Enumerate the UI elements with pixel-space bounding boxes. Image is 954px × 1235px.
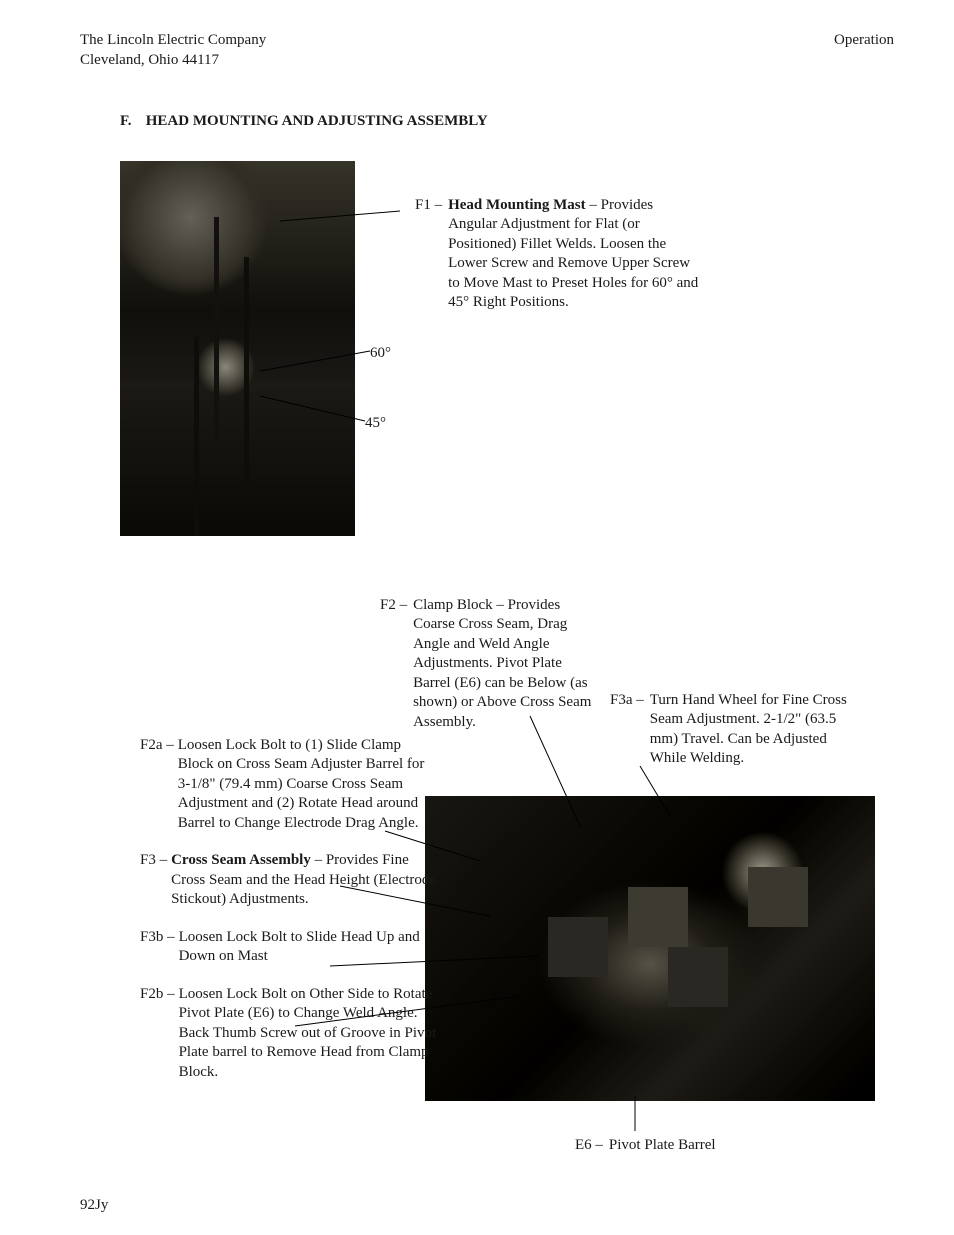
company-name: The Lincoln Electric Company bbox=[80, 30, 266, 50]
callout-f1: F1 – Head Mounting Mast – Provides Angul… bbox=[415, 196, 705, 313]
callout-f3b: F3b – Loosen Lock Bolt to Slide Head Up … bbox=[140, 928, 440, 967]
callout-f3a-tag: F3a – bbox=[610, 691, 650, 769]
callout-f2-tag: F2 – bbox=[380, 596, 413, 733]
callout-e6: E6 – Pivot Plate Barrel bbox=[575, 1136, 716, 1156]
callout-f1-rest: – Provides Angular Adjustment for Flat (… bbox=[448, 197, 698, 311]
callout-f3b-tag: F3b – bbox=[140, 928, 179, 967]
left-callouts: F2a – Loosen Lock Bolt to (1) Slide Clam… bbox=[140, 736, 440, 1101]
callout-e6-tag: E6 – bbox=[575, 1136, 609, 1156]
figure-2-photo bbox=[425, 796, 875, 1101]
company-address: Cleveland, Ohio 44117 bbox=[80, 50, 266, 70]
header-left: The Lincoln Electric Company Cleveland, … bbox=[80, 30, 266, 71]
callout-f3a-body: Turn Hand Wheel for Fine Cross Seam Adju… bbox=[650, 691, 860, 769]
callout-f1-body: Head Mounting Mast – Provides Angular Ad… bbox=[448, 196, 705, 313]
callout-f1-bold: Head Mounting Mast bbox=[448, 197, 586, 213]
section-prefix: F. bbox=[120, 111, 142, 131]
page-header: The Lincoln Electric Company Cleveland, … bbox=[80, 30, 894, 71]
callout-f2a-tag: F2a – bbox=[140, 736, 178, 834]
callout-f2a-body: Loosen Lock Bolt to (1) Slide Clamp Bloc… bbox=[178, 736, 440, 834]
callout-f3-body: Cross Seam Assembly – Provides Fine Cros… bbox=[171, 851, 440, 910]
callout-f2a: F2a – Loosen Lock Bolt to (1) Slide Clam… bbox=[140, 736, 440, 834]
section-title-text: HEAD MOUNTING AND ADJUSTING ASSEMBLY bbox=[146, 113, 488, 129]
callout-f3-tag: F3 – bbox=[140, 851, 171, 910]
angle-60-label: 60° bbox=[370, 343, 391, 363]
callout-f2-body: Clamp Block – Provides Coarse Cross Seam… bbox=[413, 596, 600, 733]
header-section: Operation bbox=[834, 30, 894, 71]
callout-f3a: F3a – Turn Hand Wheel for Fine Cross Sea… bbox=[610, 691, 860, 769]
callout-f1-tag: F1 – bbox=[415, 196, 448, 313]
figure-1-photo bbox=[120, 161, 355, 536]
page-footer-code: 92Jy bbox=[80, 1195, 108, 1215]
callout-f3-bold: Cross Seam Assembly bbox=[171, 852, 311, 868]
callout-f2b: F2b – Loosen Lock Bolt on Other Side to … bbox=[140, 985, 440, 1083]
figure-2-block: F2 – Clamp Block – Provides Coarse Cross… bbox=[80, 596, 894, 1176]
figure-1-block: 60° 45° F1 – Head Mounting Mast – Provid… bbox=[80, 161, 894, 556]
callout-f3: F3 – Cross Seam Assembly – Provides Fine… bbox=[140, 851, 440, 910]
callout-f2b-body: Loosen Lock Bolt on Other Side to Rotate… bbox=[179, 985, 440, 1083]
callout-e6-body: Pivot Plate Barrel bbox=[609, 1136, 716, 1156]
angle-45-label: 45° bbox=[365, 413, 386, 433]
callout-f2: F2 – Clamp Block – Provides Coarse Cross… bbox=[380, 596, 600, 733]
callout-f2b-tag: F2b – bbox=[140, 985, 179, 1083]
section-title: F. HEAD MOUNTING AND ADJUSTING ASSEMBLY bbox=[120, 111, 894, 131]
callout-f3b-body: Loosen Lock Bolt to Slide Head Up and Do… bbox=[179, 928, 440, 967]
